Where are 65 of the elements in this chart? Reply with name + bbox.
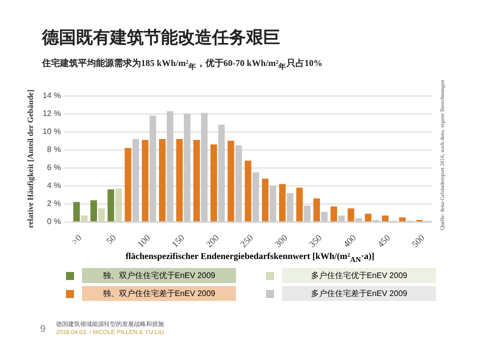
bar: [286, 193, 294, 222]
bar: [304, 206, 311, 222]
bar: [176, 139, 183, 222]
x-tick-label: 50: [104, 232, 118, 246]
y-tick-label: 8 %: [47, 145, 61, 154]
bar: [382, 216, 389, 222]
bar: [150, 116, 156, 222]
text: 9: [40, 324, 46, 335]
y-tick-label: 2 %: [47, 199, 61, 208]
bar: [355, 218, 362, 222]
bar: [338, 216, 345, 222]
bar: [90, 200, 97, 222]
text: 多户住住宅差于EnEV 2009: [282, 286, 436, 301]
bar: [115, 188, 122, 222]
bar: [244, 160, 252, 222]
chart-title: 德国既有建筑节能改造任务艰巨: [42, 27, 280, 49]
bar: [218, 124, 225, 222]
x-tick-label: 350: [306, 232, 324, 250]
x-tick-label: 150: [170, 232, 187, 250]
y-tick-label: 6 %: [47, 163, 61, 172]
bar: [166, 111, 174, 222]
bar: [364, 214, 372, 222]
text: 独、双户住住宅优于EnEV 2009: [82, 268, 236, 283]
bar: [235, 145, 242, 222]
bar: [252, 172, 260, 222]
bar: [124, 148, 132, 222]
bar: [210, 144, 218, 222]
y-axis-title: relative Häufigkeit [Anteil der Gebäude]: [26, 89, 35, 228]
bar: [142, 140, 148, 222]
bar: [73, 202, 80, 222]
bar: [313, 198, 320, 222]
bar: [184, 114, 190, 222]
bar: [98, 208, 105, 222]
y-tick-label: 12 %: [42, 109, 61, 118]
x-tick-label: 100: [135, 232, 152, 250]
bar: [399, 217, 406, 222]
bar: [321, 212, 328, 222]
bar: [348, 208, 354, 222]
x-tick-label: 500: [410, 232, 427, 250]
bar: [193, 140, 200, 222]
y-tick-label: 10 %: [42, 127, 61, 136]
bar: [330, 206, 338, 222]
text: 独、双户住住宅差于EnEV 2009: [82, 286, 236, 301]
bar: [80, 216, 88, 222]
text: 多户住住宅优于EnEV 2009: [282, 268, 436, 283]
bar: [159, 139, 166, 222]
bar: [279, 184, 286, 222]
bar: [296, 188, 303, 222]
bar: [201, 112, 208, 222]
bar: [108, 189, 114, 222]
x-tick-label: 250: [238, 232, 256, 250]
x-axis-title: flächenspezifischer Endenergiebedarfskennwert [kWh/(m²$_{AN}$·a)]: [124, 251, 376, 264]
bar: [270, 186, 276, 222]
x-tick-label: 400: [341, 232, 358, 250]
chart-subtitle: 住宅建筑平均能源需求为185 kWh/m²$_{年}$，优于60-70 kWh/m²$_{年}$只占10%: [42, 57, 322, 72]
x-tick-label: 450: [376, 232, 393, 250]
y-tick-label: 14 %: [42, 91, 61, 100]
x-tick-label: >0: [70, 232, 84, 246]
x-tick-label: 200: [204, 232, 222, 250]
bar: [132, 139, 139, 222]
y-tick-label: 0 %: [47, 217, 61, 226]
bar: [262, 178, 268, 222]
x-tick-label: 300: [272, 232, 290, 250]
bar: [228, 140, 234, 222]
y-tick-label: 4 %: [47, 181, 61, 190]
